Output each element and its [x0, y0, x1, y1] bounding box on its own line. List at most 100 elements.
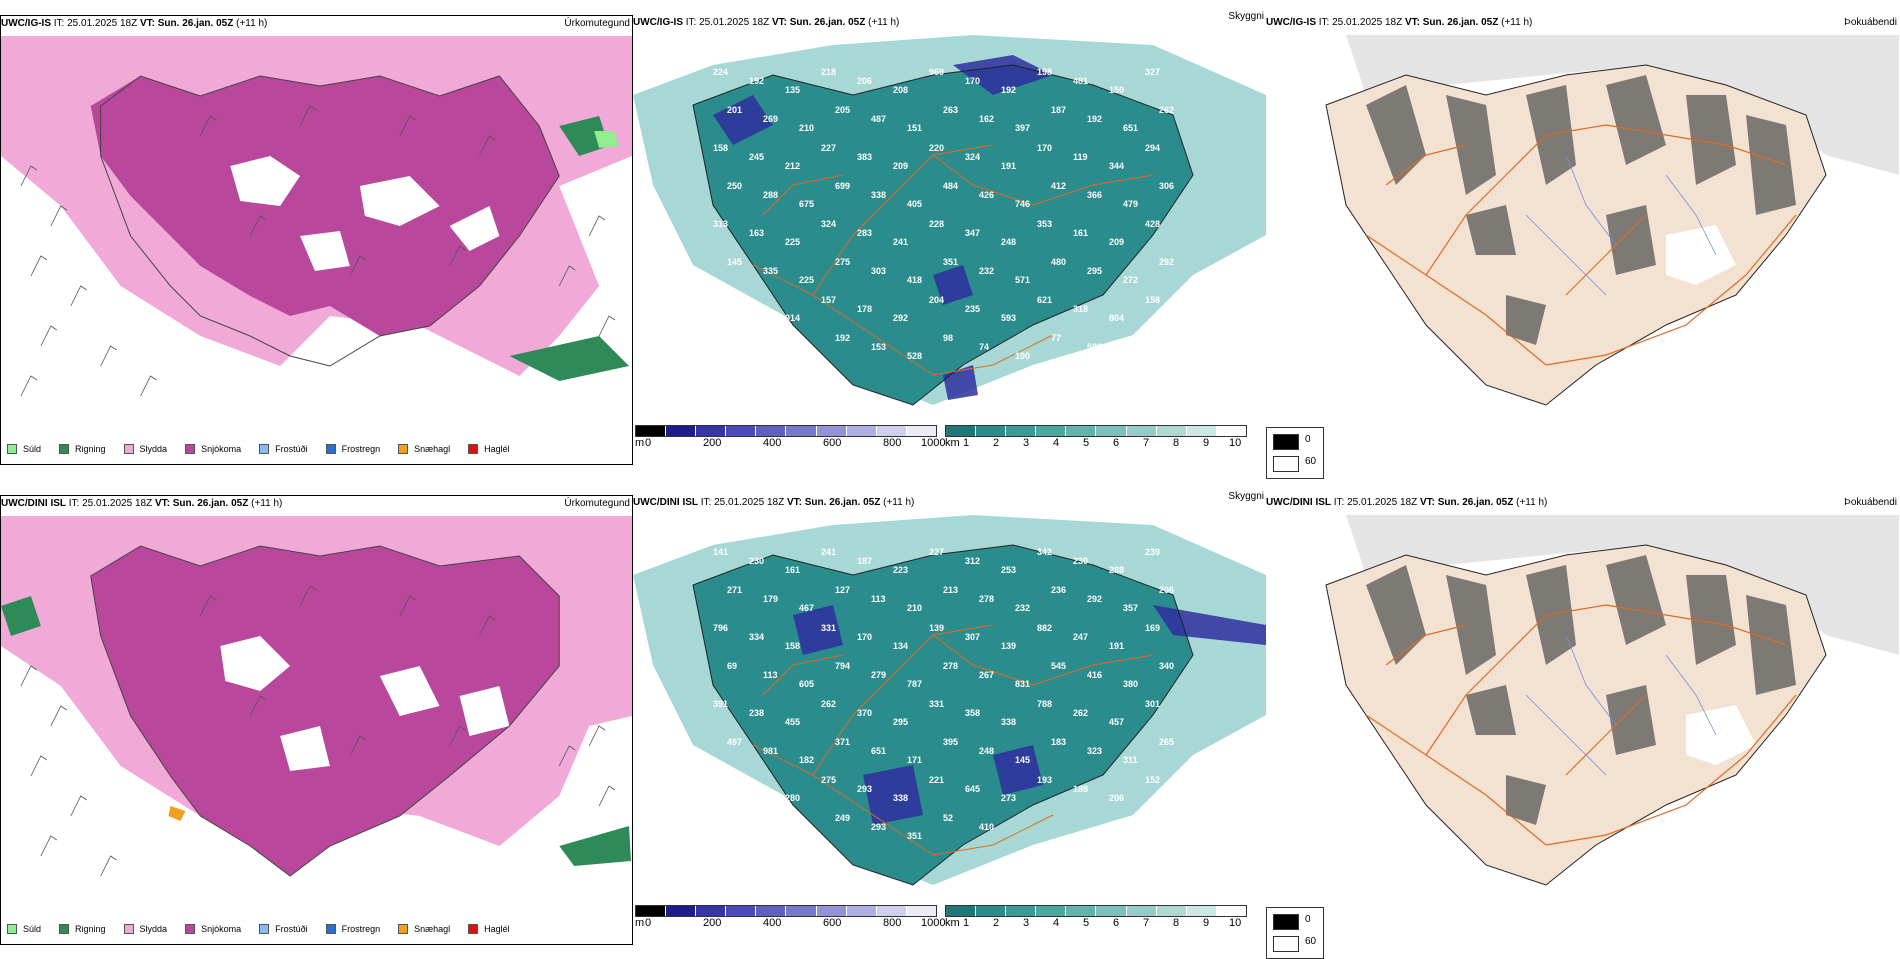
- ceiling-label: 338: [893, 793, 908, 803]
- ceiling-label: 52: [943, 813, 953, 823]
- rain-area: [509, 116, 630, 381]
- ceiling-label: 391: [713, 699, 728, 709]
- ceiling-label: 232: [979, 266, 994, 276]
- ceiling-label: 262: [1073, 708, 1088, 718]
- fog-legend: 0 60: [1266, 907, 1324, 959]
- ceiling-label: 139: [1001, 641, 1016, 651]
- ceiling-label: 571: [1015, 275, 1030, 285]
- lead-time: (+11 h): [1516, 497, 1548, 508]
- ceiling-label: 651: [1123, 123, 1138, 133]
- roads: [1365, 604, 1797, 846]
- ceiling-label: 265: [1159, 737, 1174, 747]
- ceiling-label: 351: [907, 831, 922, 841]
- ceiling-label: 247: [1073, 632, 1088, 642]
- ceiling-label: 262: [1159, 105, 1174, 115]
- cloud-map: 141 230 161 241 187 223 227 312 253 342 230 288 239 2…: [633, 515, 1266, 915]
- dry-patches: [220, 636, 510, 771]
- legend-item: Slydda: [123, 924, 167, 934]
- ceiling-label: 153: [871, 342, 886, 352]
- fog-map: [1266, 35, 1899, 435]
- ceiling-label: 794: [835, 661, 850, 671]
- fog-legend: 0 60: [1266, 427, 1324, 479]
- ceiling-label: 267: [979, 670, 994, 680]
- ceiling-label: 371: [835, 737, 850, 747]
- ceiling-label: 205: [835, 105, 850, 115]
- precip-panel-bottom: UWC/DINI ISL IT: 25.01.2025 18Z VT: Sun.…: [0, 495, 633, 945]
- valid-time: VT: Sun. 26.jan. 05Z: [771, 17, 866, 28]
- ceiling-label: 119: [1073, 152, 1088, 162]
- legend-item: Frostregn: [325, 924, 380, 934]
- ceiling-label: 241: [893, 237, 908, 247]
- ceiling-label: 397: [1015, 123, 1030, 133]
- ceiling-label: 280: [785, 793, 800, 803]
- ceiling-label: 831: [1015, 679, 1030, 689]
- ceiling-label: 311: [1123, 755, 1138, 765]
- ceiling-label: 307: [965, 632, 980, 642]
- ceiling-label: 74: [979, 342, 989, 352]
- ceiling-label: 342: [1037, 547, 1052, 557]
- ceiling-label: 269: [763, 114, 778, 124]
- ceiling-label: 746: [1015, 199, 1030, 209]
- cloud-map: 224 192 135 218 206 208 969 170 192 198 481 150 327 2…: [633, 35, 1266, 435]
- ceiling-labels: 224 192 135 218 206 208 969 170 192 198 481 150 327 2…: [713, 67, 1174, 361]
- legend-item: Snæhagl: [398, 444, 450, 454]
- ceiling-label: 313: [713, 219, 728, 229]
- model-name: UWC/IG-IS: [1, 18, 51, 29]
- ceiling-label: 312: [965, 556, 980, 566]
- legend-item: Frostregn: [325, 444, 380, 454]
- ceiling-label: 292: [893, 313, 908, 323]
- ceiling-label: 323: [1087, 746, 1102, 756]
- ceiling-label: 158: [713, 143, 728, 153]
- ceiling-label: 263: [943, 105, 958, 115]
- ceiling-label: 192: [1001, 85, 1016, 95]
- ceiling-label: 183: [1051, 737, 1066, 747]
- ceiling-label: 192: [1087, 114, 1102, 124]
- ceiling-label: 250: [727, 181, 742, 191]
- ceiling-label: 100: [1015, 351, 1030, 361]
- legend-item: Snjókoma: [185, 444, 241, 454]
- ceiling-label: 230: [1073, 556, 1088, 566]
- ceiling-label: 206: [1159, 585, 1174, 595]
- ceiling-scale-bar: [635, 425, 937, 437]
- ceiling-label: 157: [821, 295, 836, 305]
- precip-map: [1, 36, 632, 436]
- ceiling-label: 645: [965, 784, 980, 794]
- ceiling-label: 275: [835, 257, 850, 267]
- ceiling-label: 223: [893, 565, 908, 575]
- ceiling-label: 113: [871, 594, 886, 604]
- ceiling-label: 239: [1145, 547, 1160, 557]
- ceiling-label: 467: [799, 603, 814, 613]
- ceiling-label: 412: [1051, 181, 1066, 191]
- legend-item: Snjókoma: [185, 924, 241, 934]
- snow-area: [90, 76, 560, 336]
- ceiling-label: 220: [929, 143, 944, 153]
- legend-item: Haglél: [468, 444, 510, 454]
- panel-header: UWC/DINI ISL IT: 25.01.2025 18Z VT: Sun.…: [1266, 497, 1899, 515]
- ceiling-label: 170: [1037, 143, 1052, 153]
- vis-unit: km: [945, 437, 960, 449]
- ceiling-label: 145: [727, 257, 742, 267]
- precip-map: [1, 516, 632, 916]
- lead-time: (+11 h): [251, 498, 283, 509]
- ceiling-label: 318: [1073, 304, 1088, 314]
- ceiling-label: 209: [1109, 237, 1124, 247]
- ceiling-label: 134: [893, 641, 908, 651]
- ceiling-label: 487: [871, 114, 886, 124]
- legend-item: Súld: [7, 924, 41, 934]
- ceiling-label: 621: [1037, 295, 1052, 305]
- ceiling-label: 246: [713, 295, 728, 305]
- ceiling-label: 113: [763, 670, 778, 680]
- ceiling-label: 208: [893, 85, 908, 95]
- ceiling-label: 213: [943, 585, 958, 595]
- valid-time: VT: Sun. 26.jan. 05Z: [139, 18, 234, 29]
- ceiling-label: 353: [1037, 219, 1052, 229]
- ceiling-label: 272: [1123, 275, 1138, 285]
- ceiling-label: 218: [821, 67, 836, 77]
- ceiling-label: 279: [871, 670, 886, 680]
- valid-time: VT: Sun. 26.jan. 05Z: [786, 497, 881, 508]
- ceiling-label: 324: [821, 219, 836, 229]
- vis-scale-bar: [945, 905, 1247, 917]
- roads: [1365, 124, 1797, 366]
- init-time: IT: 25.01.2025 18Z: [68, 498, 153, 509]
- fog-high-areas: [1366, 75, 1796, 345]
